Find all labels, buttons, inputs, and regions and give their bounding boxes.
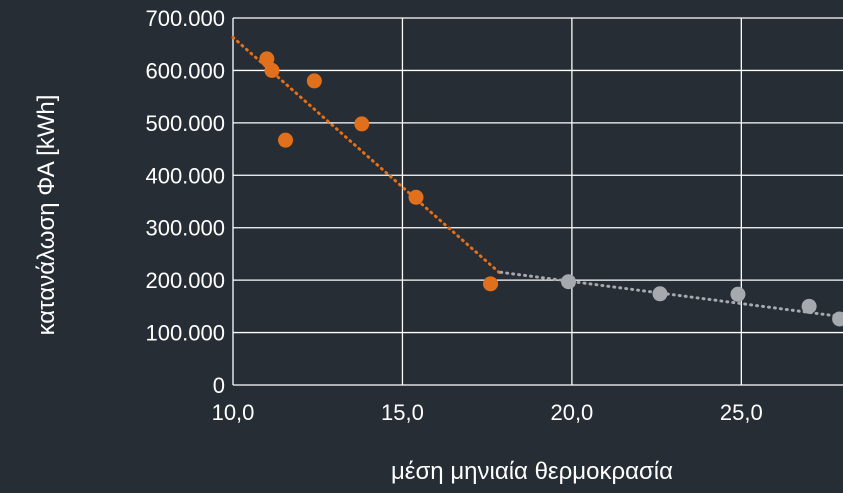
y-axis-label: κατανάλωση ΦΑ [kWh] xyxy=(33,95,60,336)
y-tick-label: 700.000 xyxy=(145,6,225,31)
data-points xyxy=(259,51,843,327)
data-point xyxy=(264,62,280,78)
x-tick-label: 25,0 xyxy=(720,400,763,425)
grid-lines xyxy=(232,17,843,386)
data-point xyxy=(408,189,424,205)
trendlines xyxy=(231,35,843,319)
y-tick-label: 300.000 xyxy=(145,216,225,241)
x-tick-label: 15,0 xyxy=(381,400,424,425)
x-tick-label: 20,0 xyxy=(550,400,593,425)
y-tick-label: 200.000 xyxy=(145,268,225,293)
data-point xyxy=(730,286,746,302)
y-tick-label: 100.000 xyxy=(145,321,225,346)
data-point xyxy=(306,73,322,89)
y-tick-label: 400.000 xyxy=(145,163,225,188)
data-point xyxy=(278,132,294,148)
y-tick-label: 600.000 xyxy=(145,58,225,83)
data-point xyxy=(832,311,843,327)
y-tick-label: 500.000 xyxy=(145,111,225,136)
trendline xyxy=(499,270,843,319)
data-point xyxy=(483,276,499,292)
data-point xyxy=(652,286,668,302)
data-point xyxy=(354,116,370,132)
data-point xyxy=(259,51,275,67)
data-point xyxy=(801,298,817,314)
data-point xyxy=(561,274,576,290)
x-axis-label: μέση μηνιαία θερμοκρασία xyxy=(391,458,673,485)
trendline xyxy=(231,35,503,276)
x-tick-label: 10,0 xyxy=(212,400,255,425)
tick-labels: 0 100.000 200.000 300.000 400.000 500.000 600.… xyxy=(145,6,762,425)
y-tick-label: 0 xyxy=(213,373,225,398)
